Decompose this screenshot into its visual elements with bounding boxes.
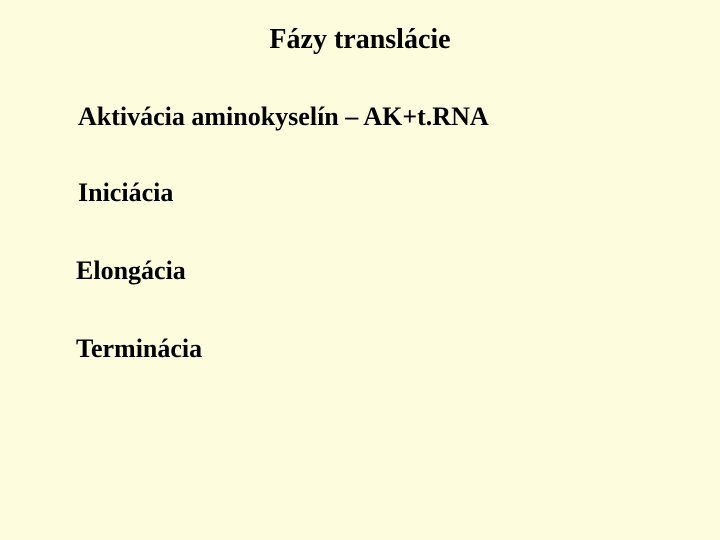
phase-line-2: Iniciácia bbox=[78, 178, 173, 208]
slide: Fázy translácie Aktivácia aminokyselín –… bbox=[0, 0, 720, 540]
phase-line-3: Elongácia bbox=[76, 256, 186, 286]
phase-line-1: Aktivácia aminokyselín – AK+t.RNA bbox=[78, 102, 489, 132]
phase-line-4: Terminácia bbox=[76, 334, 202, 364]
slide-title: Fázy translácie bbox=[0, 24, 720, 56]
